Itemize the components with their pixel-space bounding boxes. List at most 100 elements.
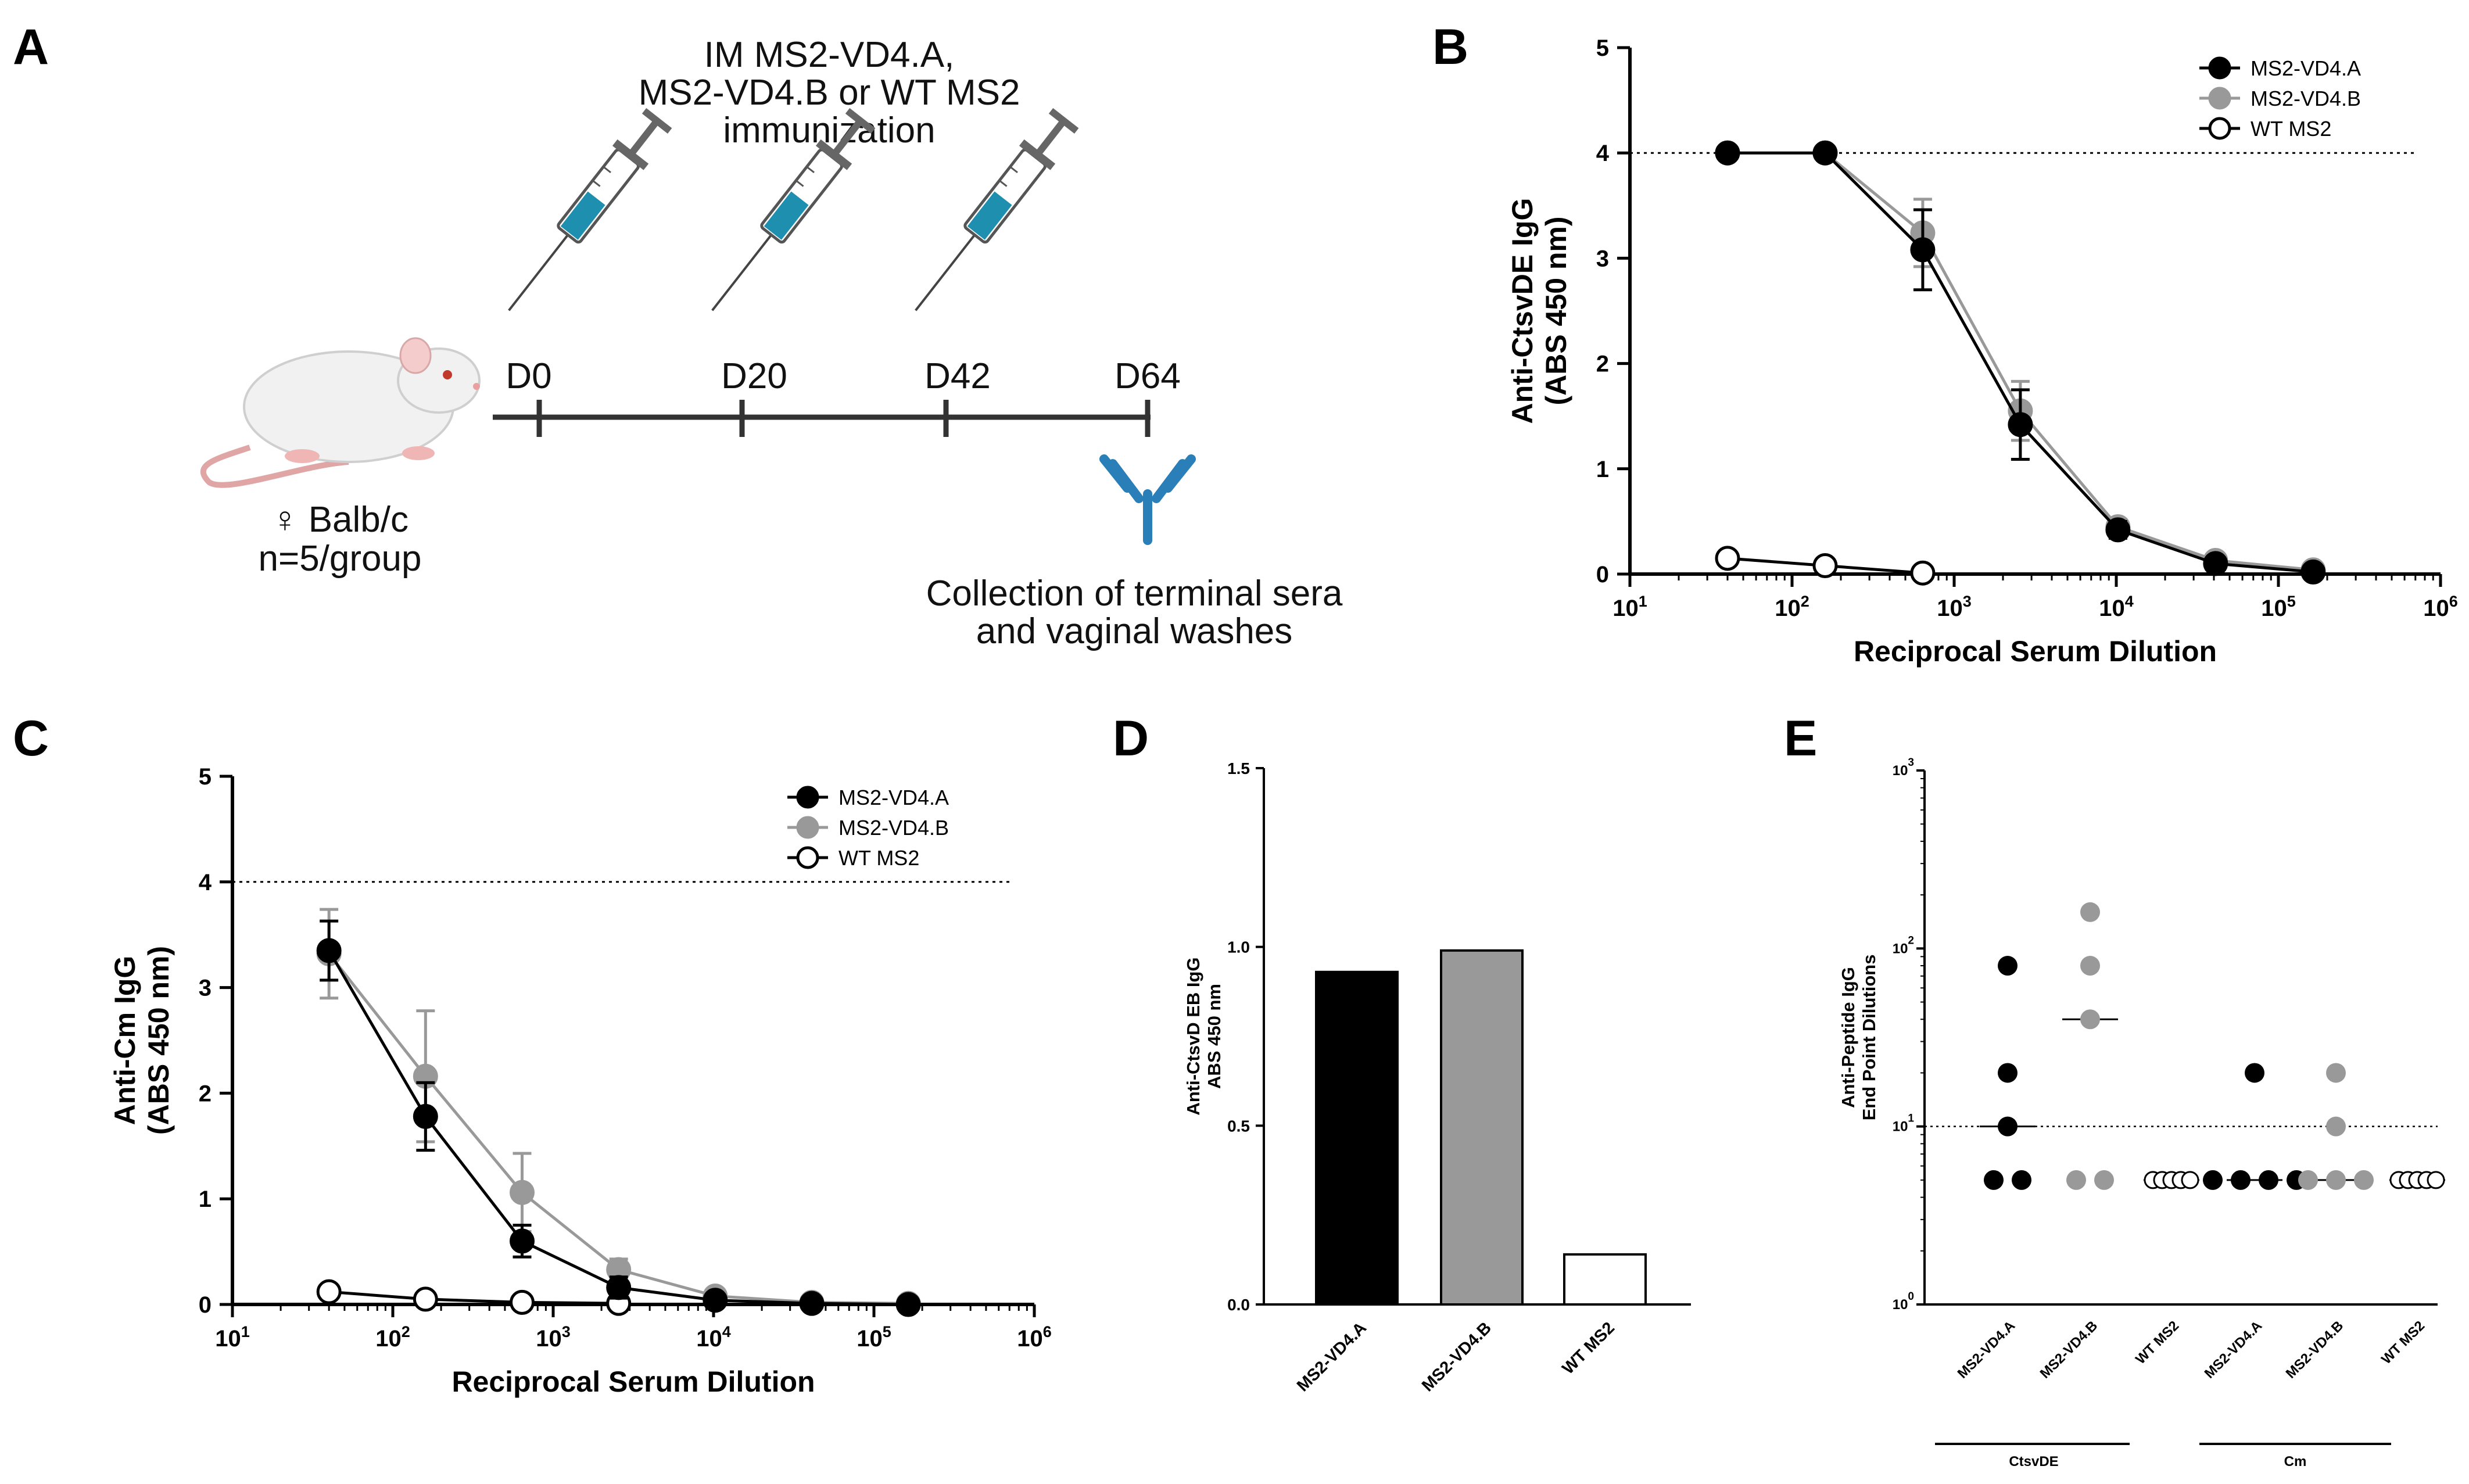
x-tick-label: 104 <box>696 1323 731 1352</box>
y-axis-title: Anti-CtsvDE IgG(ABS 450 nm) <box>1506 198 1572 424</box>
schematic-title-line-3: immunization <box>723 110 935 150</box>
data-point <box>799 1291 825 1316</box>
y-tick-label: 103 <box>1893 757 1914 779</box>
mouse-strain-label: ♀ Balb/c <box>271 500 408 540</box>
y-axis-title: Anti-CtsvD EB IgGABS 450 nm <box>1183 957 1224 1115</box>
x-tick-label: MS2-VD4.B <box>2037 1318 2101 1382</box>
legend-label: MS2-VD4.B <box>2251 87 2361 110</box>
series-line <box>1727 151 2314 572</box>
x-tick-label: WT MS2 <box>2133 1318 2182 1367</box>
data-point <box>1812 553 1838 579</box>
data-point <box>1998 1116 2018 1137</box>
data-point <box>2326 1116 2346 1137</box>
y-tick-label: 1 <box>1596 457 1609 482</box>
x-tick-label: 105 <box>857 1323 891 1352</box>
y-tick-label: 5 <box>199 764 212 790</box>
data-point <box>1910 237 1936 263</box>
mouse-group-label: n=5/group <box>259 539 422 579</box>
data-point <box>2259 1170 2278 1190</box>
data-point <box>1812 140 1838 166</box>
data-point <box>510 1228 535 1254</box>
data-point <box>2080 902 2100 922</box>
legend-marker <box>2208 87 2231 110</box>
syringe-icon <box>915 108 1079 311</box>
chart-c: 0 1 2 3 4 5 101 102 103 104 105 106 Reciprocal Serum… <box>109 764 1052 1398</box>
y-tick-label: 101 <box>1893 1113 1915 1135</box>
y-tick-label: 4 <box>1596 141 1610 166</box>
data-point <box>2012 1170 2031 1190</box>
timeline-day-d42: D42 <box>924 356 991 396</box>
y-tick-label: 3 <box>1596 246 1609 271</box>
data-point <box>2427 1171 2445 1189</box>
panel-label-d: D <box>1113 711 1149 766</box>
panel-label-e: E <box>1784 711 1817 766</box>
x-tick-label: MS2-VD4.A <box>1293 1318 1370 1395</box>
data-point <box>316 1279 342 1304</box>
data-point <box>2354 1170 2374 1190</box>
legend-marker <box>2208 56 2231 80</box>
data-point <box>2181 1171 2199 1189</box>
x-tick-label: MS2-VD4.A <box>2202 1318 2266 1382</box>
legend-marker <box>2208 117 2231 140</box>
y-tick-label: 4 <box>199 870 212 895</box>
timeline-day-d0: D0 <box>506 356 551 396</box>
y-tick-label: 0 <box>1596 562 1609 587</box>
legend-marker <box>796 786 819 809</box>
y-tick-label: 5 <box>1596 35 1609 61</box>
legend-label: MS2-VD4.A <box>2251 56 2361 80</box>
y-tick-label: 102 <box>1893 934 1914 956</box>
x-tick-label: WT MS2 <box>1559 1318 1618 1378</box>
data-point <box>413 1286 438 1312</box>
panel-label-b: B <box>1432 19 1468 75</box>
syringe-icon <box>711 108 876 311</box>
y-tick-label: 1 <box>199 1187 212 1212</box>
x-tick-label: 101 <box>1612 593 1647 621</box>
bar <box>1563 1253 1647 1306</box>
series-line <box>328 949 909 1306</box>
syringe-icon <box>508 108 672 311</box>
data-point <box>413 1103 438 1129</box>
series-line <box>328 952 909 1305</box>
antibody-icon <box>1099 454 1196 545</box>
legend-label: WT MS2 <box>2251 117 2331 141</box>
mouse-icon <box>200 337 481 488</box>
x-tick-label: WT MS2 <box>2378 1318 2428 1367</box>
data-point <box>510 1180 535 1205</box>
data-point <box>1910 560 1936 586</box>
group-label: Cm <box>2284 1454 2307 1469</box>
data-point <box>1998 1063 2018 1083</box>
data-point <box>2203 1170 2223 1190</box>
data-point <box>2245 1063 2264 1083</box>
x-tick-label: 105 <box>2261 593 2296 621</box>
data-point <box>2080 956 2100 976</box>
bar <box>1315 970 1399 1306</box>
legend-label: MS2-VD4.B <box>838 816 949 840</box>
collection-line-2: and vaginal washes <box>976 611 1293 651</box>
x-tick-label: MS2-VD4.B <box>1418 1318 1495 1395</box>
y-tick-label: 3 <box>199 976 212 1001</box>
legend-marker <box>796 846 819 869</box>
y-axis-title: Anti-Peptide IgGEnd Point Dilutions <box>1838 955 1879 1121</box>
x-tick-label: 103 <box>536 1323 571 1352</box>
y-tick-label: 100 <box>1893 1291 1914 1313</box>
data-point <box>2326 1063 2346 1083</box>
data-point <box>2203 551 2228 576</box>
timeline-day-d20: D20 <box>721 356 787 396</box>
data-point <box>510 1289 535 1315</box>
y-tick-label: 0 <box>199 1292 212 1318</box>
data-point <box>2300 559 2326 585</box>
x-tick-label: 103 <box>1937 593 1972 621</box>
legend-label: WT MS2 <box>838 846 919 870</box>
legend-marker <box>796 816 819 839</box>
data-point <box>606 1275 632 1300</box>
data-point <box>2080 1009 2100 1030</box>
x-tick-label: MS2-VD4.A <box>1955 1318 2019 1382</box>
y-tick-label: 2 <box>199 1081 212 1106</box>
timeline-day-d64: D64 <box>1115 356 1181 396</box>
y-tick-label: 0.0 <box>1227 1296 1250 1314</box>
schematic-title-line-2: MS2-VD4.B or WT MS2 <box>639 73 1020 113</box>
x-tick-label: MS2-VD4.B <box>2283 1318 2347 1382</box>
panel-label-c: C <box>13 711 49 766</box>
y-tick-label: 2 <box>1596 352 1609 377</box>
